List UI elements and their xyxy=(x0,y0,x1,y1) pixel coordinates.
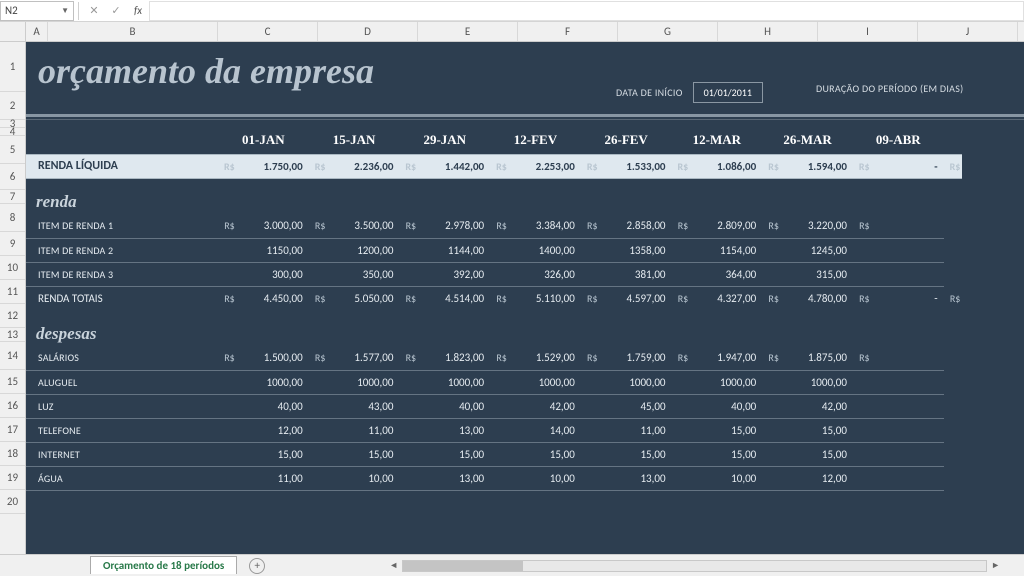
column-headers: ABCDEFGHIJ xyxy=(0,22,1024,42)
add-sheet-button[interactable]: + xyxy=(249,558,265,574)
row-header[interactable]: 12 xyxy=(0,304,25,328)
column-header[interactable]: J xyxy=(918,22,1018,41)
budget-table: 01-JAN15-JAN29-JAN12-FEV26-FEV12-MAR26-M… xyxy=(26,126,962,491)
scroll-left-icon[interactable]: ◄ xyxy=(385,560,402,571)
row-headers: 1234567891011121314151617181920 xyxy=(0,42,26,554)
fx-icon[interactable]: fx xyxy=(127,4,149,17)
row-header[interactable]: 10 xyxy=(0,256,25,280)
name-box[interactable]: N2 ▼ xyxy=(0,1,74,21)
row-header[interactable]: 9 xyxy=(0,232,25,256)
divider xyxy=(26,114,1024,117)
column-header[interactable]: H xyxy=(718,22,818,41)
page-title: orçamento da empresa xyxy=(38,50,374,92)
meta-start-date: DATA DE INÍCIO 01/01/2011 xyxy=(616,82,763,103)
divider xyxy=(26,119,1024,120)
scroll-right-icon[interactable]: ► xyxy=(987,560,1004,571)
sheet-tab-active[interactable]: Orçamento de 18 períodos xyxy=(90,556,237,574)
column-header[interactable]: E xyxy=(418,22,518,41)
scrollbar-track[interactable] xyxy=(402,560,987,572)
row-header[interactable]: 15 xyxy=(0,370,25,394)
horizontal-scrollbar[interactable]: ◄ ► xyxy=(385,559,1004,573)
formula-bar[interactable] xyxy=(149,1,1024,21)
row-header[interactable]: 18 xyxy=(0,442,25,466)
row-header[interactable]: 8 xyxy=(0,204,25,232)
name-box-value: N2 xyxy=(5,4,18,17)
row-header[interactable]: 19 xyxy=(0,466,25,490)
column-header[interactable]: C xyxy=(218,22,318,41)
row-header[interactable]: 16 xyxy=(0,394,25,418)
confirm-icon[interactable]: ✓ xyxy=(105,4,127,17)
column-header[interactable]: F xyxy=(518,22,618,41)
formula-bar-row: N2 ▼ ✕ ✓ fx xyxy=(0,0,1024,22)
row-header[interactable]: 20 xyxy=(0,490,25,514)
name-box-dropdown-icon[interactable]: ▼ xyxy=(61,6,69,16)
column-header[interactable]: I xyxy=(818,22,918,41)
meta-period-duration: DURAÇÃO DO PERÍODO (EM DIAS) xyxy=(816,82,964,95)
row-header[interactable]: 1 xyxy=(0,42,25,92)
row-header[interactable]: 4 xyxy=(0,128,25,136)
separator xyxy=(78,2,79,20)
column-header[interactable]: B xyxy=(48,22,218,41)
sheet-tabs-bar: Orçamento de 18 períodos + ◄ ► xyxy=(0,554,1024,576)
row-header[interactable]: 2 xyxy=(0,92,25,120)
select-all-corner[interactable] xyxy=(0,22,26,41)
row-header[interactable]: 5 xyxy=(0,136,25,164)
row-header[interactable]: 14 xyxy=(0,342,25,370)
scrollbar-thumb[interactable] xyxy=(403,561,523,571)
row-header[interactable]: 13 xyxy=(0,328,25,342)
column-header[interactable]: A xyxy=(26,22,48,41)
row-header[interactable]: 6 xyxy=(0,164,25,190)
start-date-label: DATA DE INÍCIO xyxy=(616,86,683,99)
row-header[interactable]: 17 xyxy=(0,418,25,442)
column-header[interactable]: D xyxy=(318,22,418,41)
column-header[interactable]: G xyxy=(618,22,718,41)
row-header[interactable]: 7 xyxy=(0,190,25,204)
period-duration-label: DURAÇÃO DO PERÍODO (EM DIAS) xyxy=(816,82,964,95)
cancel-icon[interactable]: ✕ xyxy=(83,4,105,17)
worksheet-area[interactable]: orçamento da empresa DATA DE INÍCIO 01/0… xyxy=(26,42,1024,554)
start-date-value: 01/01/2011 xyxy=(693,82,763,103)
row-header[interactable]: 11 xyxy=(0,280,25,304)
